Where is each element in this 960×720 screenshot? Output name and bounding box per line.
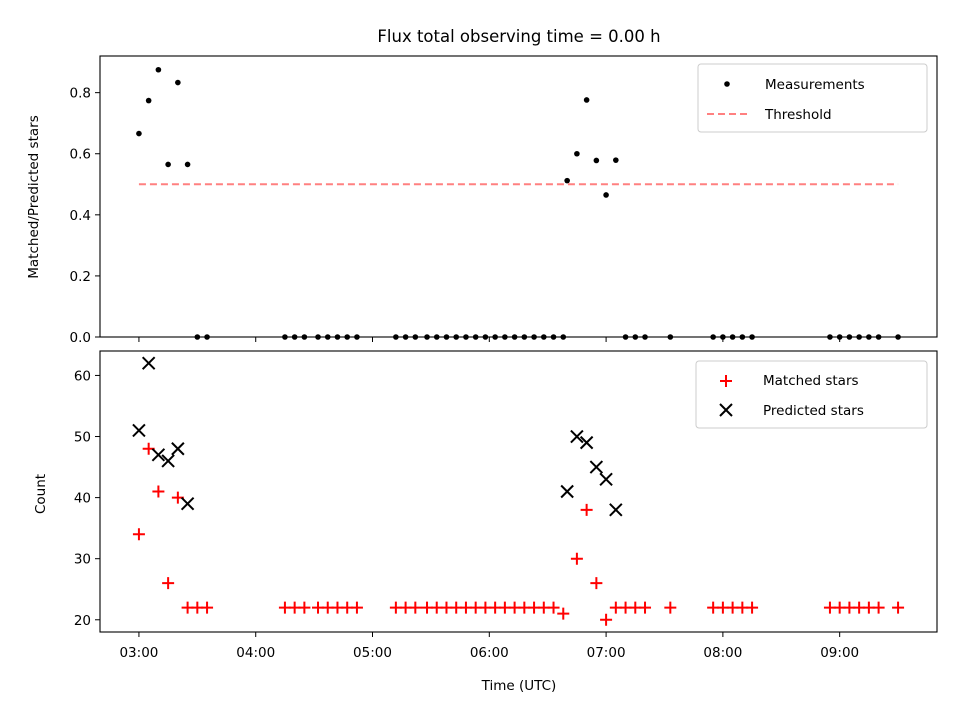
predicted-stars-point: [609, 503, 623, 517]
matched-stars-point: [547, 601, 560, 614]
measurements-point: [613, 157, 619, 163]
predicted-stars-point: [560, 484, 574, 499]
legend-marker-predicted: [719, 403, 733, 417]
bottom-y-axis-label: Count: [33, 474, 49, 514]
y-tick-label: 0.0: [70, 330, 91, 346]
measurements-point: [175, 79, 181, 86]
bottom-legend-box: [695, 360, 928, 429]
matched-stars-point: [409, 601, 422, 614]
matched-stars-point: [298, 601, 311, 614]
x-tick-label: 07:00: [587, 645, 626, 661]
predicted-stars-point: [180, 497, 195, 511]
measurements-point: [564, 177, 570, 184]
matched-stars-point: [201, 601, 214, 614]
measurements-point: [184, 161, 191, 168]
bottom-y-ticks: 20 30 40 50 60: [74, 368, 100, 629]
x-tick-label: 03:00: [119, 645, 158, 661]
bottom-legend: Matched stars Predicted stars: [695, 360, 928, 429]
x-axis-label: Time (UTC): [481, 678, 557, 694]
matched-stars-point: [162, 577, 175, 590]
x-tick-label: 04:00: [236, 645, 275, 661]
legend-label-measurements: Measurements: [765, 77, 865, 93]
legend-marker-measurements: [724, 81, 730, 87]
top-plot-frame: [99, 55, 938, 338]
legend-label-threshold: Threshold: [764, 107, 832, 123]
bottom-plot-frame: [99, 350, 938, 633]
matched-stars-point: [746, 601, 759, 614]
legend-label-predicted: Predicted stars: [763, 403, 864, 419]
x-tick-label: 09:00: [820, 645, 859, 661]
chart-title: Flux total observing time = 0.00 h: [377, 27, 660, 46]
matched-stars-point: [132, 528, 145, 541]
predicted-stars-point: [141, 356, 156, 370]
y-tick-label: 0.8: [70, 86, 91, 102]
predicted-stars-point: [570, 429, 584, 444]
matched-stars-point: [872, 601, 885, 614]
y-tick-label: 50: [74, 430, 91, 446]
predicted-stars-point: [132, 423, 146, 438]
top-y-axis-label: Matched/Predicted stars: [26, 115, 42, 278]
predicted-stars-point: [599, 472, 613, 486]
x-tick-label: 05:00: [353, 645, 392, 661]
measurements-point: [593, 157, 600, 164]
measurements-point: [603, 192, 609, 198]
matched-stars-point: [570, 552, 583, 565]
y-tick-label: 20: [74, 613, 91, 629]
top-y-ticks: 0.0 0.2 0.4 0.6 0.8: [70, 86, 100, 346]
top-x-ticks: [138, 337, 841, 342]
matched-stars-point: [350, 601, 363, 614]
y-tick-label: 40: [74, 491, 91, 507]
measurements-point: [145, 97, 152, 104]
bottom-x-ticks: 03:00 04:00 05:00 06:00 07:00 08:00 09:00: [119, 632, 859, 661]
y-tick-label: 0.6: [70, 147, 91, 163]
predicted-stars-point: [171, 442, 185, 456]
predicted-stars-point: [579, 435, 594, 450]
matched-stars-point: [664, 601, 677, 614]
measurements-point: [155, 66, 162, 73]
y-tick-label: 30: [74, 552, 91, 568]
matched-stars-point: [152, 485, 165, 498]
matched-stars-point: [590, 577, 603, 590]
matched-stars-point: [600, 613, 613, 626]
predicted-stars-point: [589, 460, 604, 474]
matched-stars-point: [557, 607, 570, 620]
predicted-stars-point: [151, 448, 166, 462]
bottom-panel: 20 30 40 50 60 03:00 04:00 05:00 06:00 07:00 08:0…: [33, 350, 938, 694]
matched-stars-point: [639, 601, 652, 614]
legend-marker-matched: [720, 375, 732, 387]
legend-label-matched: Matched stars: [763, 373, 859, 389]
y-tick-label: 60: [74, 368, 91, 384]
measurements-point: [583, 97, 590, 103]
bottom-marks: [132, 356, 905, 626]
y-tick-label: 0.2: [70, 269, 91, 285]
measurements-point: [165, 161, 171, 168]
measurements-point: [136, 130, 142, 137]
x-tick-label: 08:00: [703, 645, 742, 661]
measurements-point: [574, 150, 580, 157]
top-legend-box: [697, 63, 928, 133]
top-legend: Measurements Threshold: [697, 63, 928, 133]
x-tick-label: 06:00: [470, 645, 509, 661]
matched-stars-point: [580, 503, 593, 516]
matched-stars-point: [892, 601, 905, 614]
y-tick-label: 0.4: [70, 208, 91, 224]
top-panel: 0.00.20.40.60.8 Matched/Predicted stars …: [26, 55, 938, 346]
predicted-stars-point: [161, 454, 175, 468]
